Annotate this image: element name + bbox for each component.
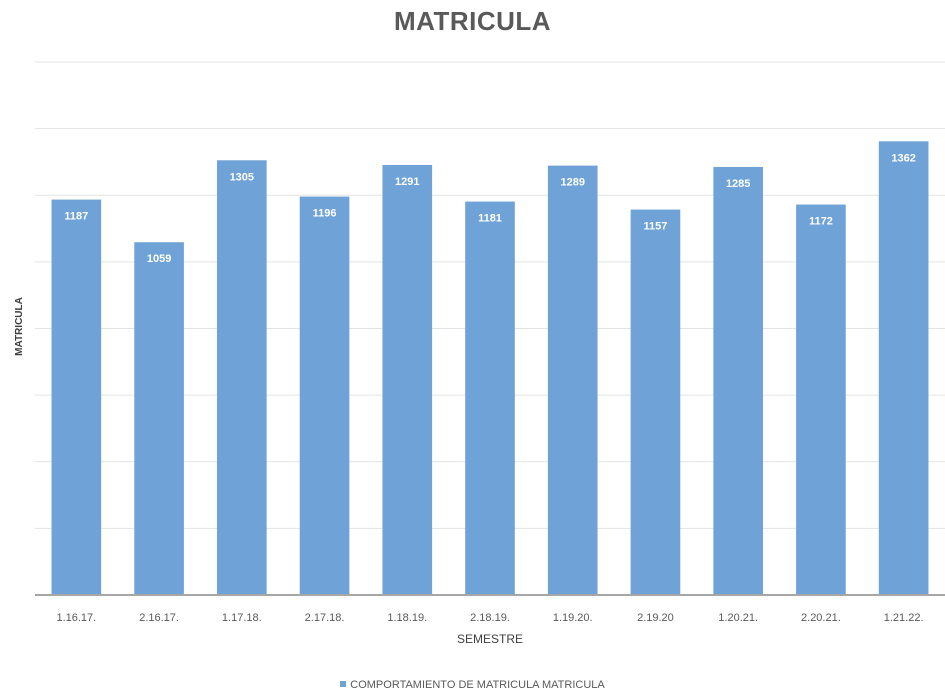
chart-title: MATRICULA [393,6,552,36]
x-tick-label: 1.17.18. [222,612,262,624]
bars [51,141,929,596]
bar-2-20-21 [796,204,846,595]
x-tick-label: 2.16.17. [139,612,179,624]
legend-swatch [340,681,347,688]
bar-2-18-19 [465,201,515,595]
bar-2-17-18 [299,196,350,595]
legend-entry: COMPORTAMIENTO DE MATRICULA MATRICULA [350,679,605,691]
bar-2-16-17 [134,242,184,595]
x-tick-label: 2.18.19. [470,612,510,624]
bar-1-18-19 [382,164,433,596]
legend: COMPORTAMIENTO DE MATRICULA MATRICULA [0,679,945,691]
y-axis-label: MATRICULA [14,297,25,356]
bar-data-label: 1059 [147,253,171,265]
bar-data-label: 1157 [644,221,668,233]
x-tick-label: 1.19.20. [553,612,593,624]
bar-data-labels: 1187 1059 1305 1196 1291 1181 1289 1157 1285 1172… [64,152,915,265]
x-tick-label: 1.16.17. [56,612,96,624]
bar-1-16-17 [51,199,102,595]
x-tick-label: 2.19.20 [637,612,674,624]
x-axis-label: SEMESTRE [457,632,523,646]
bar-1-19-20 [547,165,598,595]
bar-data-label: 1181 [478,213,502,225]
bar-data-label: 1285 [726,178,750,190]
x-tick-label: 2.17.18. [305,612,345,624]
bar-data-label: 1187 [64,211,88,223]
bar-data-label: 1289 [560,177,584,189]
x-tick-labels: 1.16.17. 2.16.17. 1.17.18. 2.17.18. 1.18.19.… [56,612,923,624]
bar-data-label: 1305 [230,171,254,183]
bar-2-19-20 [630,209,681,595]
bar-1-21-22 [878,141,929,595]
bar-1-17-18 [217,160,267,595]
bar-data-label: 1362 [891,152,915,164]
bar-data-label: 1291 [395,176,419,188]
bar-data-label: 1196 [313,208,337,220]
x-tick-label: 1.18.19. [387,612,427,624]
bar-data-label: 1172 [809,216,833,228]
x-tick-label: 2.20.21. [801,612,841,624]
bar-1-20-21 [713,166,763,595]
x-tick-label: 1.20.21. [718,612,758,624]
x-tick-label: 1.21.22. [884,612,924,624]
